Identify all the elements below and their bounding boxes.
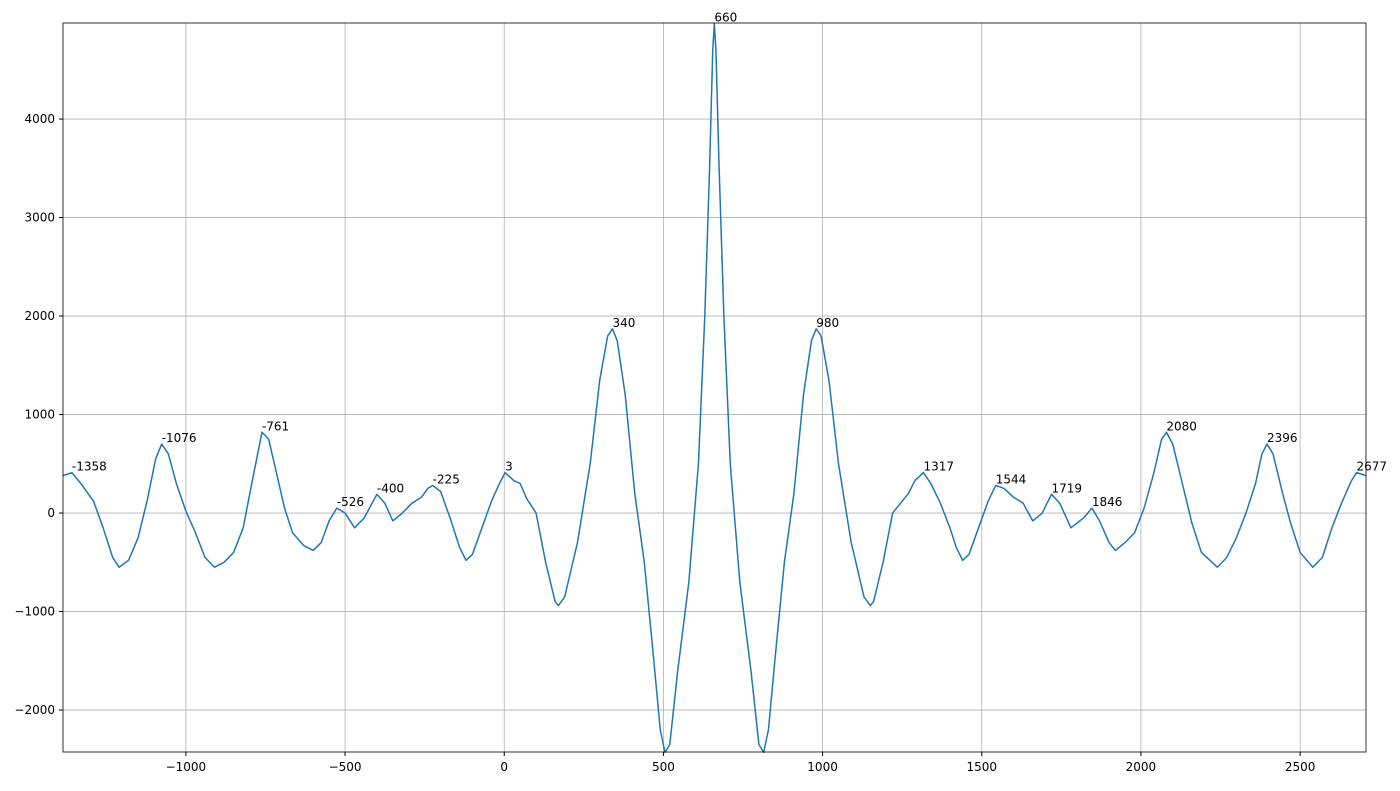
y-tick-label: −2000: [14, 703, 55, 717]
x-tick-label: −1000: [166, 760, 207, 774]
y-tick-label: 3000: [24, 211, 55, 225]
y-tick-label: 0: [47, 506, 55, 520]
peak-annotation: -400: [377, 481, 404, 495]
peak-annotation: 340: [612, 316, 635, 330]
peak-annotation: -1076: [162, 431, 197, 445]
plot-frame: [62, 22, 1367, 753]
peak-annotation: 660: [714, 10, 737, 24]
peak-annotation: -1358: [72, 460, 107, 474]
y-tick-label: −1000: [14, 605, 55, 619]
x-tick-label: 2000: [1126, 760, 1157, 774]
x-tick-label: −500: [329, 760, 362, 774]
peak-annotation: 1719: [1051, 481, 1082, 495]
peak-annotation: 980: [816, 316, 839, 330]
y-tick-label: 2000: [24, 309, 55, 323]
x-tick-label: 2500: [1285, 760, 1316, 774]
peak-annotation: -526: [337, 495, 364, 509]
y-tick-label: 4000: [24, 112, 55, 126]
peak-annotation: 1846: [1092, 495, 1123, 509]
peak-annotation: 2396: [1267, 431, 1298, 445]
x-tick-label: 1500: [966, 760, 997, 774]
peak-annotation: 3: [505, 460, 513, 474]
peak-annotation: -761: [262, 419, 289, 433]
y-tick-label: 1000: [24, 408, 55, 422]
peak-annotation: 2080: [1166, 419, 1197, 433]
peak-annotation: 1317: [923, 460, 954, 474]
peak-annotation: -225: [433, 472, 460, 486]
x-tick-label: 500: [652, 760, 675, 774]
x-tick-label: 1000: [807, 760, 838, 774]
peak-annotation: 2677: [1356, 460, 1387, 474]
x-tick-label: 0: [500, 760, 508, 774]
peak-annotation: 1544: [996, 472, 1027, 486]
data-line: [62, 22, 1367, 754]
